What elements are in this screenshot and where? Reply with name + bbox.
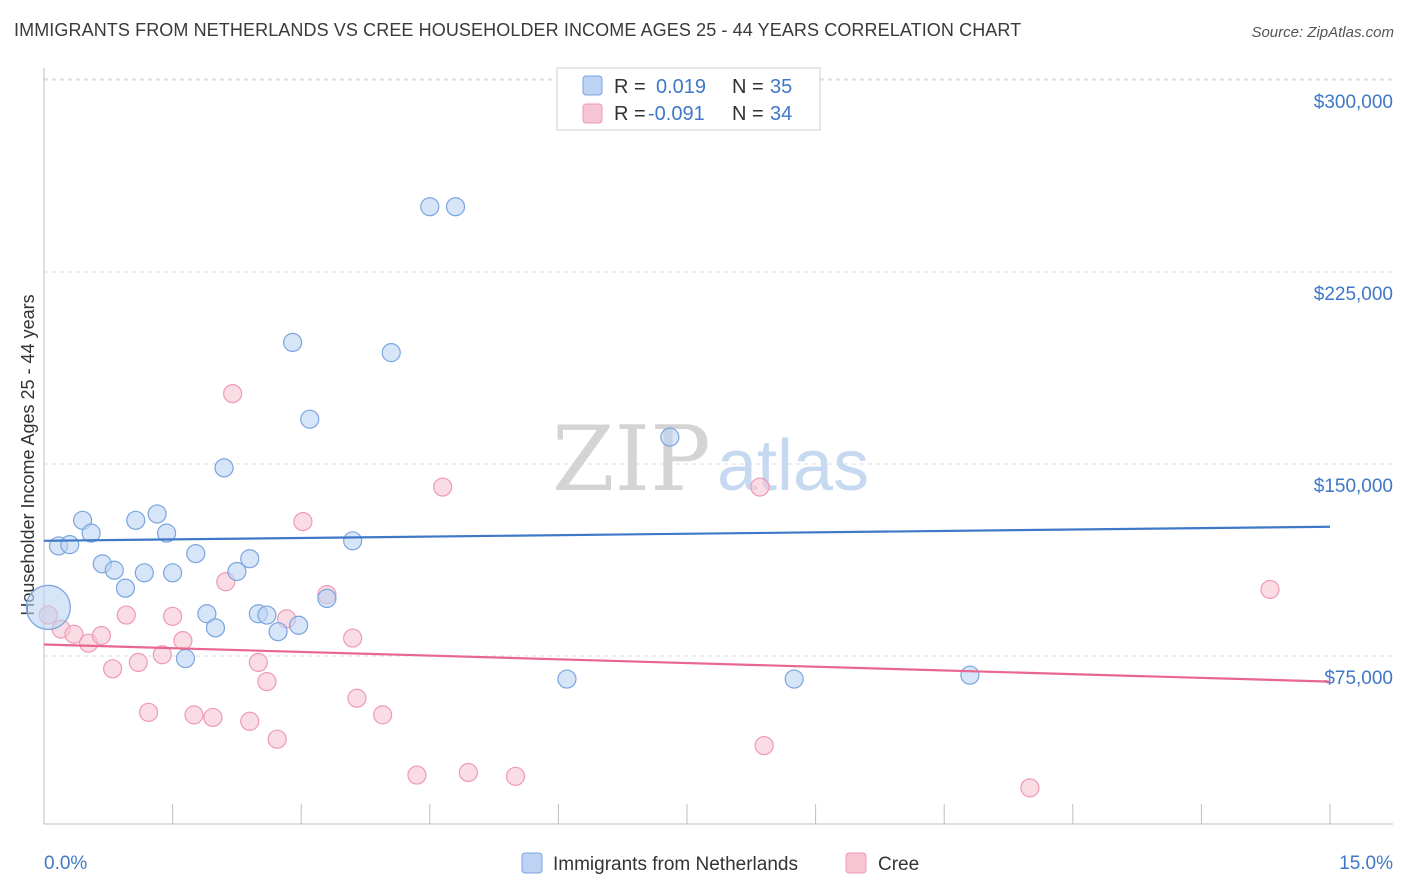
- cree-point: [1260, 579, 1280, 600]
- netherlands-point: [163, 563, 183, 583]
- netherlands-point: [134, 563, 154, 583]
- netherlands-point: [343, 531, 363, 551]
- netherlands-point: [960, 665, 980, 685]
- legend-n-value-1: 35: [770, 76, 792, 98]
- netherlands-point: [186, 543, 206, 564]
- cree-point: [138, 702, 159, 722]
- cree-point: [407, 765, 427, 785]
- trend-lines: [43, 525, 1331, 683]
- bottom-legend-swatch-cree: [845, 852, 867, 874]
- cree-point: [91, 625, 112, 646]
- cree-point: [257, 671, 277, 692]
- netherlands-point: [268, 622, 288, 642]
- cree-point: [223, 384, 243, 404]
- cree-point: [173, 631, 193, 651]
- legend-r-value-1: 0.019: [656, 76, 706, 98]
- source-label: Source: ZipAtlas.com: [1251, 24, 1394, 41]
- netherlands-point: [81, 523, 101, 543]
- bottom-legend-label-cree: Cree: [878, 854, 919, 875]
- legend-box: R = 0.019 N = 35 R = -0.091 N = 34: [556, 67, 821, 131]
- x-tick-label-right: 15.0%: [1339, 853, 1393, 874]
- netherlands-point: [283, 332, 303, 352]
- netherlands-points: [25, 197, 980, 689]
- netherlands-point: [420, 197, 440, 217]
- cree-point: [128, 652, 148, 673]
- legend-r-value-2: -0.091: [648, 103, 705, 125]
- netherlands-point: [227, 561, 247, 582]
- watermark-atlas: atlas: [717, 426, 869, 506]
- cree-point: [102, 659, 123, 679]
- cree-point: [248, 652, 268, 673]
- cree-point: [203, 707, 223, 728]
- legend-swatch-netherlands: [582, 75, 603, 96]
- cree-point: [64, 624, 84, 644]
- x-tick-label-left: 0.0%: [44, 853, 87, 874]
- x-axis-ticks: [172, 804, 1331, 824]
- netherlands-point: [104, 560, 124, 580]
- cree-point: [184, 705, 204, 725]
- netherlands-point: [557, 669, 577, 689]
- chart-title: IMMIGRANTS FROM NETHERLANDS VS CREE HOUS…: [14, 20, 1022, 40]
- netherlands-point: [175, 648, 196, 669]
- legend-n-label-1: N =: [732, 76, 764, 98]
- netherlands-point: [240, 549, 260, 569]
- cree-point: [754, 735, 774, 756]
- netherlands-point: [205, 618, 226, 638]
- y-axis-label: Householder Income Ages 25 - 44 years: [18, 294, 38, 615]
- netherlands-point: [660, 427, 680, 447]
- bottom-legend-swatch-netherlands: [521, 852, 543, 874]
- netherlands-point: [115, 578, 136, 598]
- cree-point: [267, 729, 287, 749]
- cree-point: [152, 645, 172, 665]
- netherlands-point: [126, 510, 146, 530]
- netherlands-point: [147, 504, 167, 524]
- cree-point: [1020, 778, 1040, 798]
- legend-n-label-2: N =: [732, 103, 764, 125]
- y-tick-label: $300,000: [1314, 92, 1393, 113]
- cree-point: [750, 477, 770, 497]
- y-tick-label: $225,000: [1314, 284, 1393, 305]
- cree-point: [505, 766, 526, 786]
- netherlands-point: [445, 197, 466, 217]
- cree-trend-line: [43, 643, 1331, 683]
- netherlands-point: [381, 343, 401, 363]
- netherlands-point: [784, 669, 804, 689]
- y-axis-tick-labels: $75,000 $150,000 $225,000 $300,000: [1314, 92, 1393, 689]
- cree-point: [433, 477, 453, 497]
- cree-point: [293, 511, 313, 532]
- cree-points: [38, 384, 1280, 798]
- bottom-legend: Immigrants from Netherlands Cree: [521, 852, 919, 875]
- netherlands-point: [317, 588, 337, 609]
- cree-point: [343, 628, 363, 648]
- legend-r-label-1: R =: [614, 76, 646, 98]
- cree-point: [458, 762, 478, 783]
- cree-point: [240, 711, 260, 731]
- legend-n-value-2: 34: [770, 103, 792, 125]
- netherlands-point: [289, 615, 309, 635]
- watermark-zip: ZIP: [552, 407, 711, 512]
- netherlands-point: [257, 605, 277, 625]
- netherlands-point: [197, 604, 217, 624]
- netherlands-point: [156, 523, 177, 543]
- cree-point: [163, 606, 183, 626]
- axes: [43, 68, 1393, 825]
- cree-point: [347, 688, 367, 708]
- cree-point: [373, 705, 393, 725]
- bottom-legend-label-netherlands: Immigrants from Netherlands: [553, 854, 798, 875]
- legend-swatch-cree: [582, 103, 603, 124]
- y-tick-label: $150,000: [1314, 476, 1393, 497]
- netherlands-trend-line: [43, 525, 1331, 542]
- legend-r-label-2: R =: [614, 103, 646, 125]
- cree-point: [116, 605, 136, 625]
- netherlands-point: [214, 458, 234, 478]
- netherlands-point: [300, 409, 320, 429]
- gridlines: [44, 78, 1393, 657]
- netherlands-point: [25, 584, 71, 630]
- y-tick-label: $75,000: [1324, 668, 1393, 689]
- netherlands-point: [60, 535, 80, 555]
